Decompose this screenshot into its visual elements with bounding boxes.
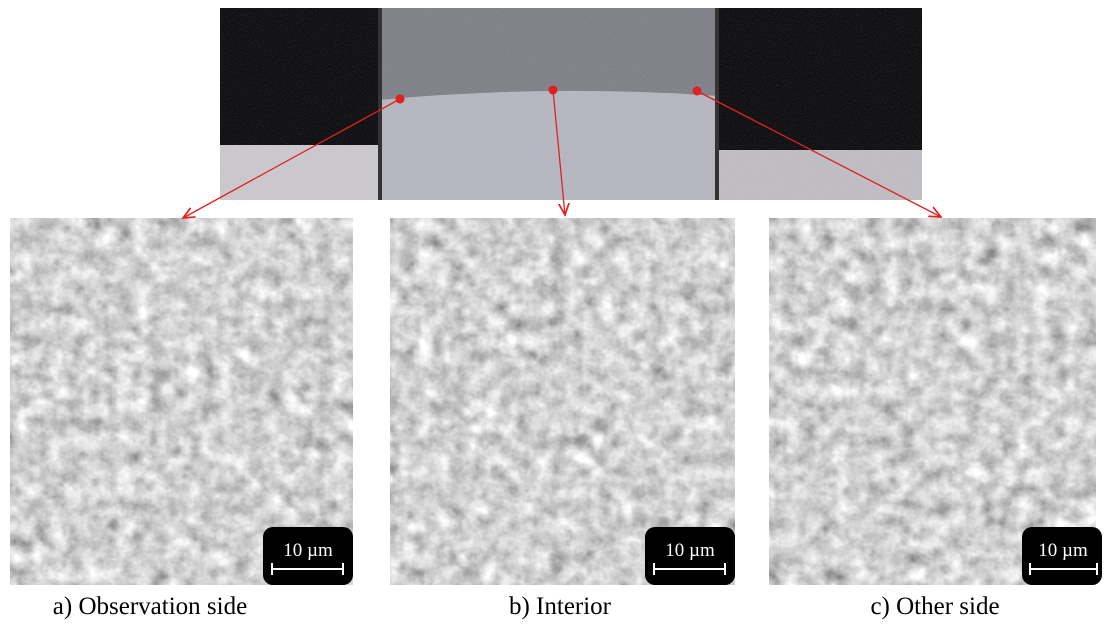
scale-label: 10 µm: [665, 540, 715, 561]
caption: c) Other side: [870, 593, 999, 620]
caption: a) Observation side: [53, 593, 247, 620]
sem-images: [10, 218, 1096, 585]
macro-photo: [220, 8, 922, 200]
caption: b) Interior: [509, 593, 612, 620]
scale-label: 10 µm: [1038, 540, 1088, 561]
scale-label: 10 µm: [283, 540, 333, 561]
figure: 10 µm 10 µm 10 µm a) Observation side b)…: [0, 0, 1107, 625]
